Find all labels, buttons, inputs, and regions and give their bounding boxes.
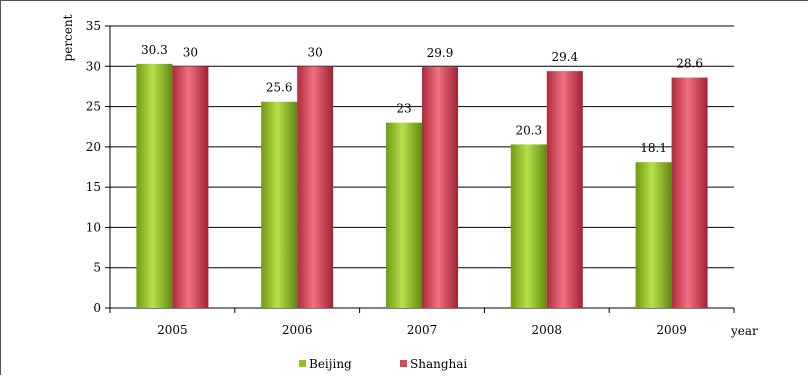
data-label: 25.6 bbox=[266, 81, 293, 95]
data-label: 29.4 bbox=[551, 50, 578, 64]
y-tick-label: 0 bbox=[93, 301, 101, 315]
y-axis-title: percent bbox=[61, 14, 75, 61]
bar-beijing bbox=[510, 144, 547, 308]
legend-swatch-shanghai bbox=[400, 360, 407, 367]
y-tick-label: 30 bbox=[86, 59, 101, 73]
y-tick-label: 10 bbox=[86, 220, 101, 234]
data-labels: 30.3 25.6 23 20.3 18.1 30 30 29.9 29.4 28.6 bbox=[141, 43, 703, 155]
data-label: 30.3 bbox=[141, 43, 168, 57]
data-label: 18.1 bbox=[640, 141, 667, 155]
bar-beijing bbox=[635, 162, 672, 308]
y-tick-label: 20 bbox=[86, 140, 101, 154]
bar-beijing bbox=[261, 101, 298, 308]
data-label: 23 bbox=[396, 102, 411, 116]
y-tick-label: 35 bbox=[86, 19, 101, 33]
data-label: 30 bbox=[308, 45, 323, 59]
bar-shanghai bbox=[546, 71, 583, 309]
bar-shanghai bbox=[671, 77, 708, 309]
bar-beijing bbox=[386, 122, 422, 308]
data-label: 28.6 bbox=[676, 57, 703, 71]
y-tick-label: 15 bbox=[86, 180, 101, 194]
y-tick-label: 5 bbox=[93, 261, 101, 275]
x-tick-label: 2006 bbox=[282, 323, 313, 337]
bar-shanghai bbox=[422, 67, 458, 308]
bar-shanghai bbox=[297, 66, 334, 309]
bars bbox=[136, 63, 708, 309]
data-label: 20.3 bbox=[515, 123, 542, 137]
bar-shanghai bbox=[172, 66, 209, 309]
data-label: 30 bbox=[183, 45, 198, 59]
x-tick-label: 2008 bbox=[532, 323, 563, 337]
x-tick-label: 2007 bbox=[407, 323, 438, 337]
legend: Beijing Shanghai bbox=[299, 357, 467, 371]
x-tick-label: 2005 bbox=[157, 323, 188, 337]
legend-label-shanghai: Shanghai bbox=[410, 357, 467, 371]
legend-swatch-beijing bbox=[299, 360, 306, 367]
legend-label-beijing: Beijing bbox=[309, 357, 352, 371]
data-label: 29.9 bbox=[427, 46, 454, 60]
x-tick-label: 2009 bbox=[656, 323, 687, 337]
axes: 0 5 10 15 20 25 30 35 2005 2006 2007 2008 2009 bbox=[86, 19, 735, 337]
bar-beijing bbox=[136, 63, 173, 308]
y-tick-label: 25 bbox=[86, 100, 101, 114]
x-axis-title: year bbox=[730, 324, 758, 338]
